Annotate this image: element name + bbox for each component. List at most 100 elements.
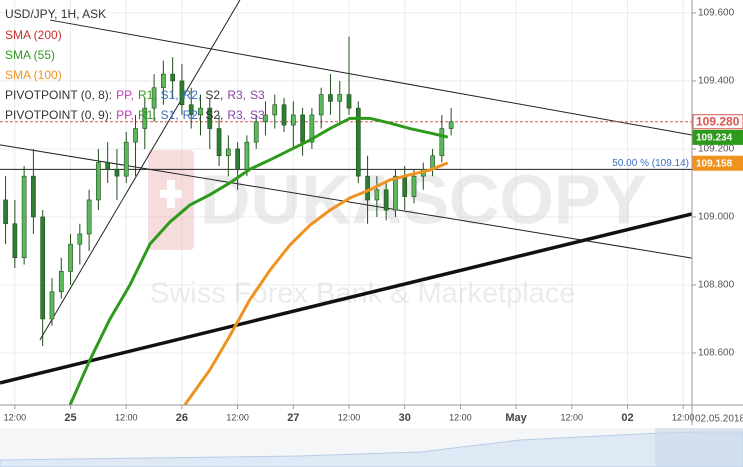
candle-body	[133, 128, 138, 143]
pivot-item: R2,	[183, 88, 202, 102]
price-box-label: 109.158	[696, 158, 733, 169]
candle-body	[207, 107, 213, 129]
candle-body	[188, 104, 194, 116]
candle-body	[290, 114, 296, 126]
candle-body	[123, 141, 129, 177]
pivot-item: S1,	[161, 88, 179, 102]
sma-line	[68, 116, 449, 406]
pivot-name: PIVOTPOINT (0, 8):	[5, 88, 112, 102]
x-tick-label: 12:00	[449, 412, 472, 422]
candle-body	[253, 121, 259, 143]
candle-body	[86, 199, 92, 235]
candle-body	[12, 223, 18, 259]
candle-body	[439, 128, 445, 157]
legend-entry: SMA (200)	[5, 28, 62, 42]
fib-label: 50.00 % (109.14)	[612, 158, 689, 169]
candle-body	[3, 199, 8, 225]
x-tick-label: 25	[64, 412, 76, 424]
pivot-legend: PIVOTPOINT (0, 8): PP, R1, S1, R2, S2, R3, S3	[5, 88, 265, 102]
y-tick-label: 108.800	[698, 280, 735, 291]
pivot-item: R1,	[138, 108, 157, 122]
pivot-item: PP,	[116, 108, 134, 122]
candle-body	[411, 175, 417, 197]
candle-body	[272, 104, 278, 116]
x-tick-label: 12:00	[4, 412, 27, 422]
pivot-item: S1,	[161, 108, 179, 122]
legend-entry: SMA (100)	[5, 68, 62, 82]
price-box-label: 109.280	[696, 114, 740, 128]
pivot-item: R3,	[227, 88, 246, 102]
x-tick-label: 12:00	[226, 412, 249, 422]
price-box-label: 109.234	[696, 133, 733, 144]
y-tick-label: 108.600	[698, 348, 735, 359]
candle-body	[226, 148, 231, 157]
candle-body	[21, 175, 27, 259]
trend-line	[39, 0, 241, 341]
x-tick-label: 02	[621, 412, 633, 424]
price-box	[692, 155, 743, 171]
candle-body	[142, 107, 148, 129]
x-tick-label: 30	[399, 412, 411, 424]
candle-body	[179, 80, 185, 106]
candle-body	[77, 233, 83, 245]
candle-body	[151, 87, 157, 109]
candle-body	[365, 175, 370, 201]
plot-area: 50.00 % (109.14)	[0, 0, 693, 406]
candle-body	[58, 271, 64, 293]
candle-body	[96, 162, 101, 201]
y-tick-label: 109.000	[698, 212, 735, 223]
grid	[0, 0, 692, 405]
candle-body	[355, 107, 361, 177]
trend-line	[50, 19, 693, 136]
candle-body	[263, 114, 268, 123]
watermark-logo-cross	[160, 190, 182, 198]
candle-body	[328, 94, 333, 102]
candle-body	[300, 114, 305, 143]
candle-body	[49, 291, 55, 320]
candle-body	[216, 128, 222, 157]
candle-body	[393, 175, 398, 211]
candle-body	[402, 175, 408, 197]
pivot-item: S2,	[205, 88, 223, 102]
pivot-item: R2,	[183, 108, 202, 122]
candle-body	[346, 94, 352, 109]
pivot-item: R1,	[138, 88, 157, 102]
y-tick-label: 109.400	[698, 76, 735, 87]
candle-body	[374, 189, 380, 201]
pivot-item: PP,	[116, 88, 134, 102]
x-tick-label: 12:00	[115, 412, 138, 422]
x-tick-label: 12:00	[561, 412, 584, 422]
candle-body	[448, 121, 454, 129]
pivot-name: PIVOTPOINT (0, 9):	[5, 108, 112, 122]
candle-body	[281, 104, 287, 126]
watermark-logo-cross	[167, 180, 175, 208]
candle-body	[105, 162, 111, 170]
candle-body	[40, 216, 46, 320]
candle-body	[309, 114, 315, 143]
x-tick-label: 12:00	[672, 412, 695, 422]
legend-title: USD/JPY, 1H, ASK	[5, 7, 106, 21]
pivot-item: S3	[250, 108, 265, 122]
navigator-window[interactable]	[655, 428, 743, 467]
candle-body	[31, 175, 36, 218]
candle-body	[170, 73, 175, 82]
x-tick-label: 26	[176, 412, 188, 424]
axes: 108.600 108.800 109.000 109.200 109.400 109.6…	[4, 8, 743, 424]
candle-body	[244, 141, 250, 170]
x-tick-label: 12:00	[338, 412, 361, 422]
candle-body	[383, 189, 389, 211]
pivot-item: S3	[250, 88, 265, 102]
legend-entry: SMA (55)	[5, 48, 55, 62]
support-line	[0, 212, 693, 385]
candle-body	[114, 169, 120, 177]
x-tick-label: 27	[287, 412, 299, 424]
pivot-item: R3,	[227, 108, 246, 122]
candle-body	[337, 94, 343, 102]
candle-body	[68, 243, 73, 272]
legend: USD/JPY, 1H, ASK SMA (200) SMA (55) SMA (10…	[5, 7, 265, 122]
candle-body	[235, 148, 240, 170]
pivot-item: S2,	[205, 108, 223, 122]
price-box	[692, 114, 743, 130]
sma-line	[183, 161, 449, 406]
